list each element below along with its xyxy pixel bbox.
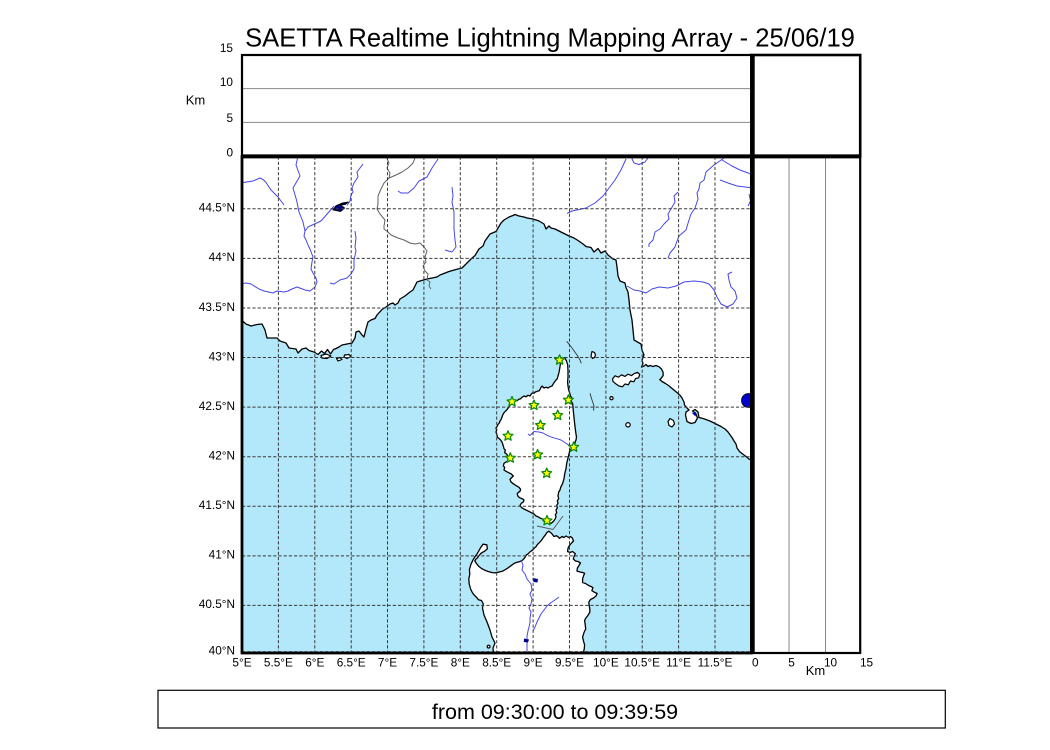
svg-text:40.5°N: 40.5°N <box>199 597 235 611</box>
svg-text:15: 15 <box>860 656 874 670</box>
svg-text:41°N: 41°N <box>209 548 235 562</box>
svg-text:9.5°E: 9.5°E <box>555 656 584 670</box>
svg-text:from 09:30:00 to 09:39:59: from 09:30:00 to 09:39:59 <box>432 700 678 724</box>
svg-text:10°E: 10°E <box>593 656 619 670</box>
svg-text:42°N: 42°N <box>209 449 235 463</box>
svg-text:8°E: 8°E <box>451 656 470 670</box>
svg-text:7.5°E: 7.5°E <box>409 656 438 670</box>
svg-text:10.5°E: 10.5°E <box>624 656 660 670</box>
svg-text:15: 15 <box>220 41 234 55</box>
svg-text:44.5°N: 44.5°N <box>199 201 235 215</box>
svg-text:Km: Km <box>806 663 826 678</box>
svg-text:11°E: 11°E <box>666 656 691 670</box>
svg-text:5: 5 <box>226 111 233 125</box>
svg-text:43.5°N: 43.5°N <box>199 300 235 314</box>
svg-text:5°E: 5°E <box>232 656 251 670</box>
svg-text:43°N: 43°N <box>209 349 235 363</box>
svg-text:11.5°E: 11.5°E <box>698 656 733 670</box>
svg-text:42.5°N: 42.5°N <box>199 399 235 413</box>
svg-text:SAETTA Realtime Lightning Mapp: SAETTA Realtime Lightning Mapping Array … <box>245 25 855 53</box>
svg-text:10: 10 <box>220 75 234 89</box>
svg-text:41.5°N: 41.5°N <box>199 498 235 512</box>
svg-text:7°E: 7°E <box>378 656 397 670</box>
svg-text:40°N: 40°N <box>209 644 235 658</box>
svg-text:6°E: 6°E <box>305 656 324 670</box>
svg-text:9°E: 9°E <box>524 656 543 670</box>
svg-text:6.5°E: 6.5°E <box>337 656 366 670</box>
svg-text:Km: Km <box>186 93 206 108</box>
svg-text:0: 0 <box>226 146 233 160</box>
svg-text:0: 0 <box>752 656 759 670</box>
svg-text:8.5°E: 8.5°E <box>482 656 511 670</box>
svg-text:5.5°E: 5.5°E <box>264 656 293 670</box>
svg-text:5: 5 <box>788 656 795 670</box>
svg-text:44°N: 44°N <box>209 250 235 264</box>
svg-text:10: 10 <box>824 656 838 670</box>
